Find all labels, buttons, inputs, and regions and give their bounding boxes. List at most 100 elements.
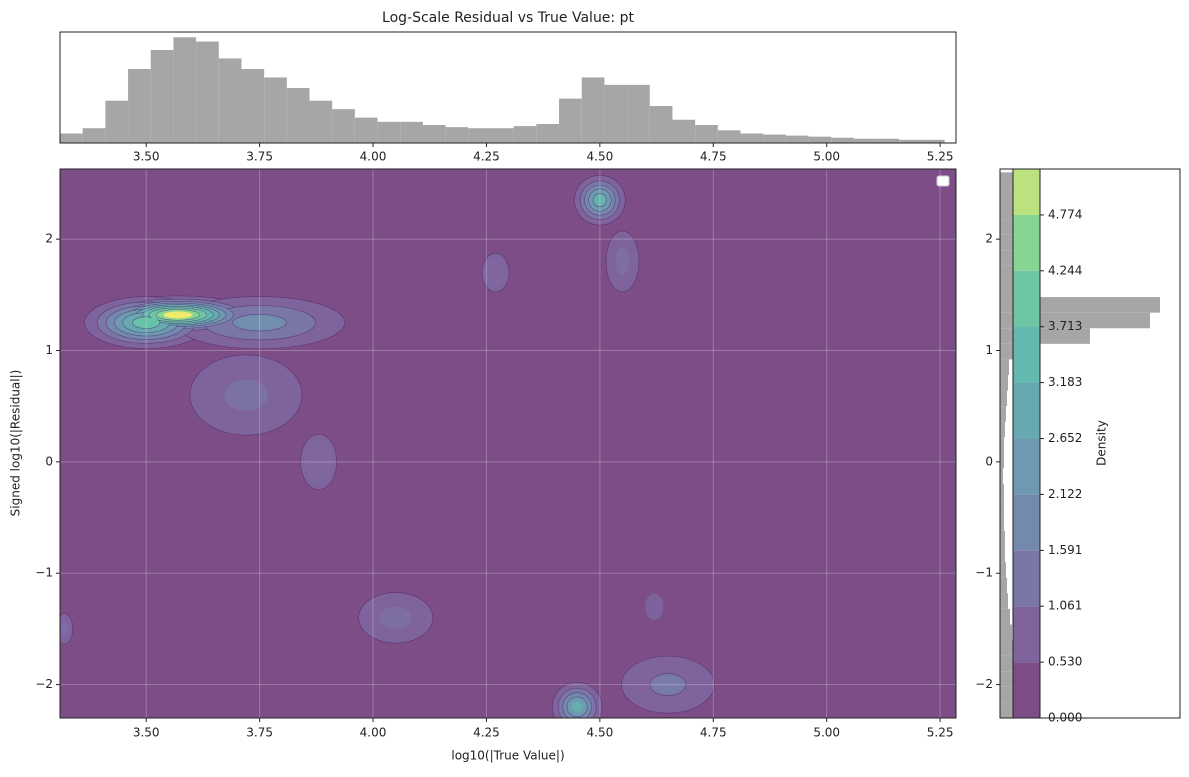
colorbar-tick-label: 3.713	[1048, 319, 1082, 333]
density-peak	[304, 439, 334, 485]
y-axis-label: Signed log10(|Residual|)	[9, 370, 23, 517]
density-peak	[615, 248, 630, 275]
hist-bar	[1000, 515, 1004, 531]
density-background	[60, 169, 956, 718]
density-peak	[60, 622, 69, 636]
hist-bar	[1000, 234, 1013, 251]
main-frame	[59, 168, 957, 719]
hist-bar	[1000, 624, 1012, 641]
colorbar-frame	[1012, 168, 1041, 719]
hist-bar	[468, 128, 491, 143]
density-peak	[594, 194, 606, 206]
hist-bar	[264, 77, 287, 143]
density-peak	[653, 675, 683, 694]
hist-bar	[627, 84, 650, 143]
hist-bar	[536, 123, 560, 143]
hist-bar	[1000, 390, 1007, 407]
hist-bar	[1000, 546, 1005, 563]
y-tick-label: 1	[45, 343, 53, 357]
top-x-tick-label: 4.00	[360, 150, 387, 164]
x-tick-label: 5.00	[813, 726, 840, 740]
x-tick-label: 4.00	[360, 726, 387, 740]
top-x-tick-label: 4.75	[700, 150, 727, 164]
hist-bar	[672, 119, 696, 143]
colorbar-band	[1013, 494, 1040, 551]
hist-bar	[1000, 250, 1013, 266]
hist-bar	[1000, 702, 1014, 718]
plot-area	[60, 169, 956, 718]
chart-title: Log-Scale Residual vs True Value: pt	[382, 10, 634, 26]
hist-bar	[354, 117, 378, 143]
colorbar-tick-label: 1.591	[1048, 543, 1082, 557]
hist-bar	[196, 41, 219, 144]
hist-bar	[422, 125, 446, 143]
top-x-tick-label: 3.50	[133, 150, 160, 164]
hist-bar	[490, 128, 514, 143]
top-x-tick-label: 4.50	[587, 150, 614, 164]
colorbar-tick-label: 4.244	[1048, 263, 1082, 277]
hist-bar	[445, 127, 469, 143]
density-peak	[571, 701, 583, 713]
hist-bar	[1000, 562, 1006, 578]
hist-bar	[876, 138, 900, 143]
hist-bar	[785, 135, 809, 143]
density-peak	[133, 317, 159, 329]
hist-bar	[581, 77, 605, 143]
x-tick-label: 4.25	[473, 726, 500, 740]
hist-bar	[241, 69, 265, 143]
x-tick-label: 3.50	[133, 726, 160, 740]
legend-box	[936, 175, 950, 187]
hist-bar	[1000, 608, 1010, 625]
hist-bar	[1000, 359, 1009, 376]
x-tick-label: 4.75	[700, 726, 727, 740]
x-axis-label: log10(|True Value|)	[451, 749, 564, 763]
hist-bar	[173, 37, 197, 143]
y-tick-label: 0	[45, 454, 53, 468]
hist-bar	[695, 125, 718, 143]
hist-bar	[649, 106, 673, 143]
top-x-tick-label: 5.25	[927, 150, 954, 164]
hist-bar	[853, 138, 877, 143]
hist-bar	[1000, 172, 1014, 188]
y-tick-label: −2	[35, 677, 53, 691]
hist-bar	[1000, 219, 1013, 235]
density-peak	[163, 311, 193, 319]
hist-bar	[1000, 530, 1005, 547]
hist-bar	[1000, 203, 1014, 220]
colorbar-band	[1013, 550, 1040, 607]
right-frame	[999, 168, 1181, 719]
hist-bar	[1000, 406, 1006, 422]
overlay: 3.50 3.50 3.75 3.75 4.00 4.00 4.25 4.25 4.50 4.50…	[35, 31, 1181, 740]
right-y-tick-label: 0	[985, 454, 993, 468]
hist-bar	[1000, 468, 1003, 485]
hist-bar	[1000, 499, 1004, 516]
colorbar-band	[1013, 382, 1040, 439]
hist-bar	[513, 126, 537, 143]
hist-bar	[377, 121, 401, 143]
colorbar-tick-label: 0.530	[1048, 655, 1082, 669]
x-tick-label: 4.50	[587, 726, 614, 740]
density-peak	[237, 315, 282, 330]
x-tick-label: 3.75	[246, 726, 273, 740]
hist-bar	[150, 49, 174, 143]
density-peak	[224, 379, 268, 411]
hist-bar	[309, 100, 333, 143]
colorbar-band	[1013, 169, 1040, 215]
right-y-tick-label: −2	[975, 677, 993, 691]
hist-bar	[400, 121, 423, 143]
hist-bar	[1000, 577, 1007, 594]
colorbar-band	[1013, 270, 1040, 327]
y-tick-label: 2	[45, 232, 53, 246]
hist-bar	[604, 84, 628, 143]
colorbar-band	[1013, 662, 1040, 718]
colorbar-tick-label: 2.652	[1048, 431, 1082, 445]
top-frame	[59, 31, 957, 144]
top-x-tick-label: 5.00	[813, 150, 840, 164]
hist-bar	[286, 88, 310, 143]
colorbar-label: Density	[1095, 420, 1109, 466]
hist-bar	[740, 133, 764, 143]
hist-bar	[60, 133, 83, 143]
y-tick-label: −1	[35, 566, 53, 580]
top-x-tick-label: 3.75	[246, 150, 273, 164]
